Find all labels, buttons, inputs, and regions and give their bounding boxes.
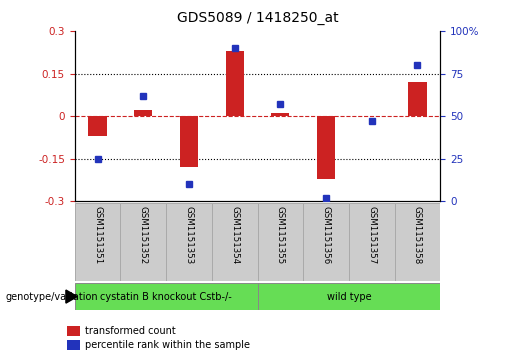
- Bar: [67, 326, 80, 336]
- Polygon shape: [66, 290, 77, 303]
- Bar: [226, 51, 244, 116]
- Text: transformed count: transformed count: [85, 326, 176, 336]
- Bar: [75, 203, 121, 281]
- Bar: [67, 340, 80, 350]
- Bar: [258, 283, 440, 310]
- Bar: [394, 203, 440, 281]
- Text: GSM1151357: GSM1151357: [367, 205, 376, 264]
- Text: GSM1151353: GSM1151353: [184, 205, 194, 264]
- Text: cystatin B knockout Cstb-/-: cystatin B knockout Cstb-/-: [100, 292, 232, 302]
- Text: GSM1151358: GSM1151358: [413, 205, 422, 264]
- Bar: [89, 116, 107, 136]
- Text: GDS5089 / 1418250_at: GDS5089 / 1418250_at: [177, 11, 338, 25]
- Bar: [317, 116, 335, 179]
- Bar: [180, 116, 198, 167]
- Bar: [349, 203, 394, 281]
- Bar: [258, 203, 303, 281]
- Text: GSM1151354: GSM1151354: [230, 205, 239, 264]
- Text: GSM1151355: GSM1151355: [276, 205, 285, 264]
- Bar: [212, 203, 258, 281]
- Bar: [408, 82, 426, 116]
- Bar: [303, 203, 349, 281]
- Text: wild type: wild type: [327, 292, 371, 302]
- Bar: [121, 203, 166, 281]
- Text: GSM1151351: GSM1151351: [93, 205, 102, 264]
- Bar: [271, 113, 289, 116]
- Text: percentile rank within the sample: percentile rank within the sample: [85, 340, 250, 350]
- Bar: [166, 203, 212, 281]
- Bar: [75, 283, 258, 310]
- Text: genotype/variation: genotype/variation: [5, 291, 98, 302]
- Bar: [134, 110, 152, 116]
- Text: GSM1151352: GSM1151352: [139, 205, 148, 264]
- Text: GSM1151356: GSM1151356: [321, 205, 331, 264]
